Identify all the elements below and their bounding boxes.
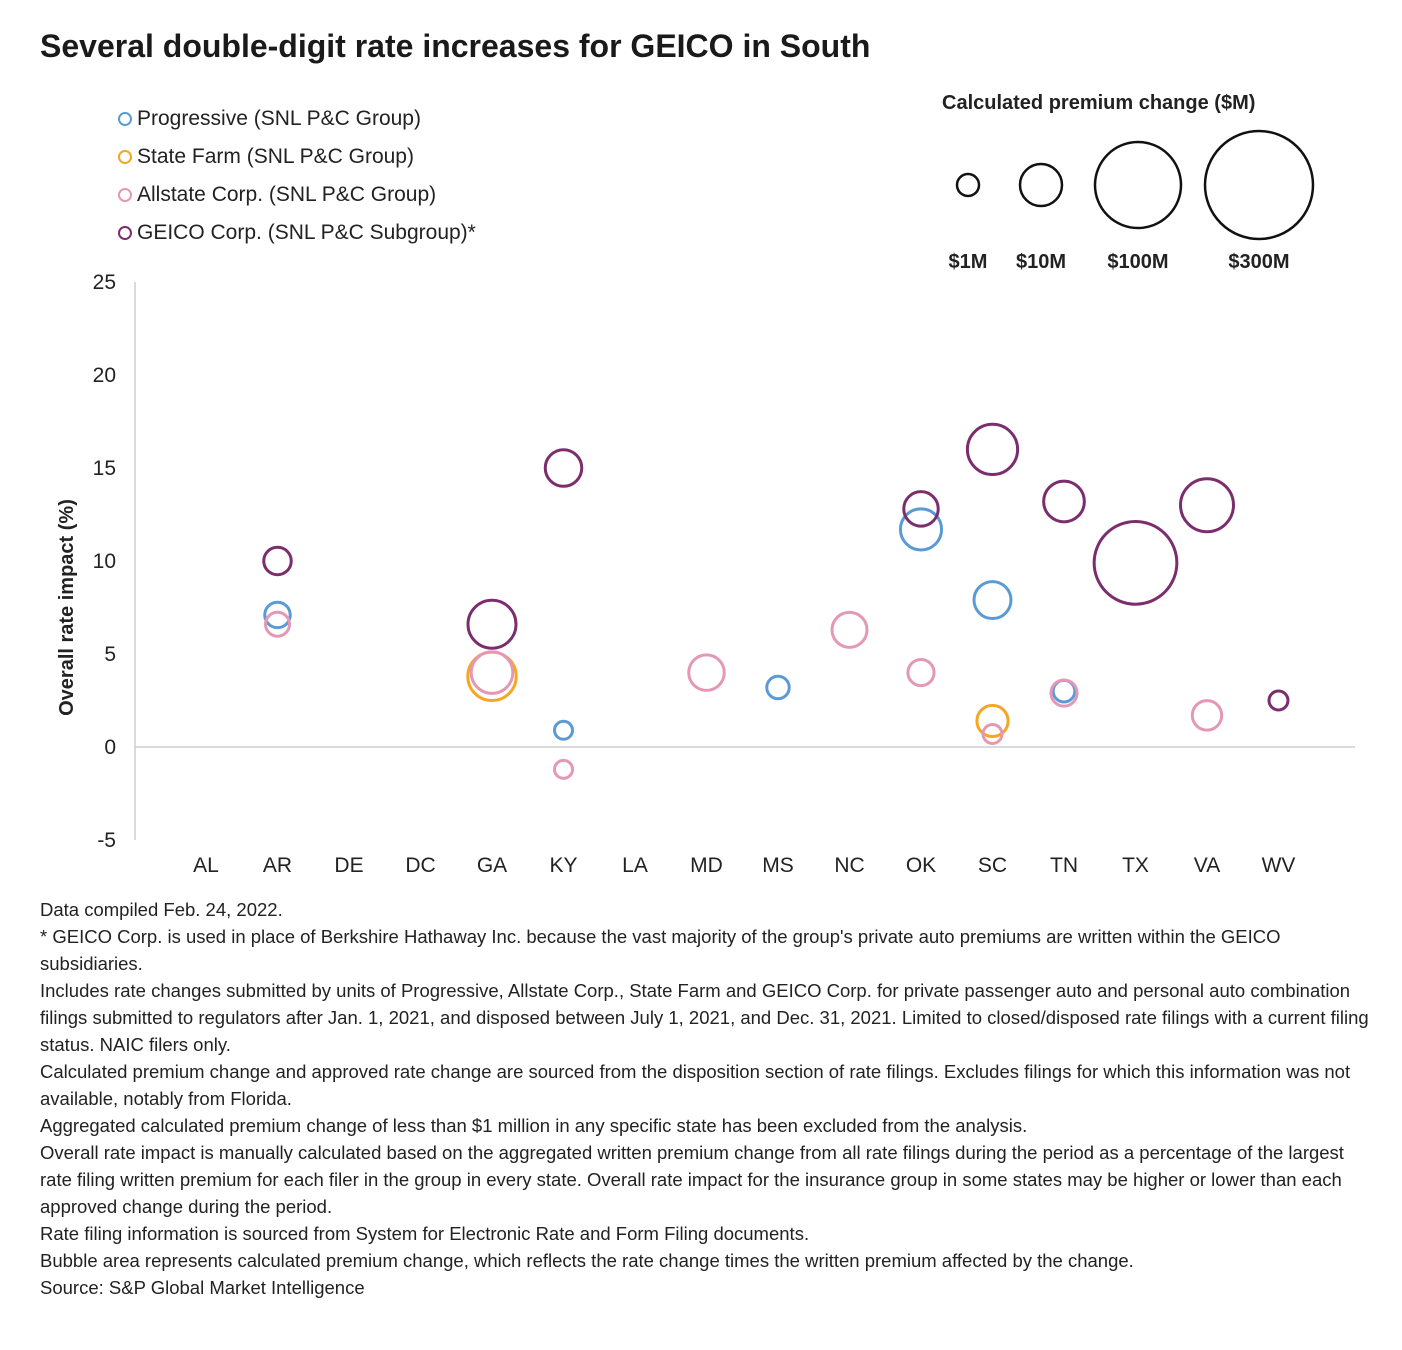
bubble-allstate — [264, 610, 291, 638]
bubble-state-farm — [975, 703, 1010, 739]
size-legend-label: $10M — [1016, 251, 1066, 273]
legend-item-progressive: Progressive (SNL P&C Group) — [118, 100, 476, 138]
legend-item-geico: GEICO Corp. (SNL P&C Subgroup)* — [118, 214, 476, 252]
x-tick-label: AR — [263, 854, 292, 877]
x-tick-label: MS — [762, 854, 794, 877]
bubble-allstate — [981, 722, 1004, 745]
x-tick-label: KY — [549, 854, 577, 877]
legend-swatch-geico — [118, 226, 132, 240]
y-tick-label: 10 — [93, 550, 116, 573]
bubble-allstate — [906, 658, 936, 688]
bubble-allstate — [830, 610, 869, 649]
legend-label-geico: GEICO Corp. (SNL P&C Subgroup)* — [137, 221, 476, 244]
bubble-geico — [466, 598, 518, 650]
legend-label-allstate: Allstate Corp. (SNL P&C Group) — [137, 183, 437, 206]
y-tick-label: 25 — [93, 271, 116, 294]
series-legend: Progressive (SNL P&C Group) State Farm (… — [118, 100, 476, 252]
footnotes: Data compiled Feb. 24, 2022. * GEICO Cor… — [40, 896, 1370, 1301]
size-legend-bubble — [955, 172, 981, 198]
bubble-geico — [543, 448, 584, 488]
bubble-geico — [1179, 477, 1235, 534]
footnote-date: Data compiled Feb. 24, 2022. — [40, 899, 283, 920]
legend-label-state-farm: State Farm (SNL P&C Group) — [137, 145, 414, 168]
bubble-geico — [262, 545, 293, 577]
x-tick-label: WV — [1262, 854, 1296, 877]
bubble-chart: -5 0 5 10 15 20 25 Overall rate impact (%) AL AR D… — [56, 271, 1355, 877]
bubble-allstate — [469, 650, 515, 695]
footnote-sourcing: Calculated premium change and approved r… — [40, 1061, 1351, 1109]
size-legend-title: Calculated premium change ($M) — [942, 92, 1256, 114]
footnote-bubble-area: Bubble area represents calculated premiu… — [40, 1250, 1134, 1271]
y-axis-title: Overall rate impact (%) — [56, 499, 78, 716]
x-tick-label: OK — [906, 854, 936, 877]
bubble-progressive — [765, 674, 791, 701]
x-tick-label: LA — [622, 854, 648, 877]
x-tick-label: SC — [978, 854, 1007, 877]
x-tick-label: TX — [1122, 854, 1149, 877]
size-legend-label: $100M — [1107, 251, 1168, 273]
y-tick-label: -5 — [97, 829, 116, 852]
x-tick-label: NC — [834, 854, 864, 877]
bubble-allstate — [1049, 678, 1079, 708]
footnote-method: Overall rate impact is manually calculat… — [40, 1142, 1344, 1217]
bubble-progressive — [263, 600, 292, 630]
footnote-serff: Rate filing information is sourced from … — [40, 1223, 810, 1244]
x-tick-label: TN — [1050, 854, 1078, 877]
bubble-geico — [1267, 689, 1290, 712]
bubble-geico — [902, 490, 940, 528]
legend-swatch-state-farm — [118, 150, 132, 164]
footnote-threshold: Aggregated calculated premium change of … — [40, 1115, 1028, 1136]
bubble-geico — [1092, 520, 1179, 606]
y-tick-label: 15 — [93, 457, 116, 480]
x-tick-label: MD — [690, 854, 723, 877]
size-legend-bubble — [1203, 129, 1315, 241]
x-tick-label: DE — [334, 854, 363, 877]
x-tick-label: DC — [405, 854, 435, 877]
bubble-allstate — [553, 758, 574, 780]
size-legend: $1M $10M $100M $300M — [949, 129, 1315, 273]
x-tick-label: AL — [193, 854, 219, 877]
footnote-scope: Includes rate changes submitted by units… — [40, 980, 1369, 1055]
size-legend-bubble — [1018, 162, 1064, 208]
footnote-source: Source: S&P Global Market Intelligence — [40, 1277, 365, 1298]
bubble-progressive — [898, 507, 944, 552]
y-tick-label: 0 — [104, 736, 116, 759]
size-legend-bubble — [1093, 140, 1183, 230]
y-tick-label: 20 — [93, 364, 116, 387]
legend-item-state-farm: State Farm (SNL P&C Group) — [118, 138, 476, 176]
chart-title: Several double-digit rate increases for … — [40, 28, 871, 64]
bubble-allstate — [1190, 699, 1224, 732]
bubble-geico — [965, 422, 1020, 476]
x-tick-label: VA — [1194, 854, 1220, 877]
legend-item-allstate: Allstate Corp. (SNL P&C Group) — [118, 176, 476, 214]
legend-label-progressive: Progressive (SNL P&C Group) — [137, 107, 421, 130]
size-legend-label: $300M — [1228, 251, 1289, 273]
bubble-progressive — [972, 580, 1013, 621]
x-tick-label: GA — [477, 854, 507, 877]
legend-swatch-allstate — [118, 188, 132, 202]
bubble-progressive — [553, 719, 574, 741]
bubble-geico — [1042, 479, 1086, 524]
size-legend-label: $1M — [949, 251, 988, 273]
y-tick-label: 5 — [104, 643, 116, 666]
legend-swatch-progressive — [118, 112, 132, 126]
footnote-geico: * GEICO Corp. is used in place of Berksh… — [40, 926, 1281, 974]
bubble-allstate — [687, 653, 726, 692]
